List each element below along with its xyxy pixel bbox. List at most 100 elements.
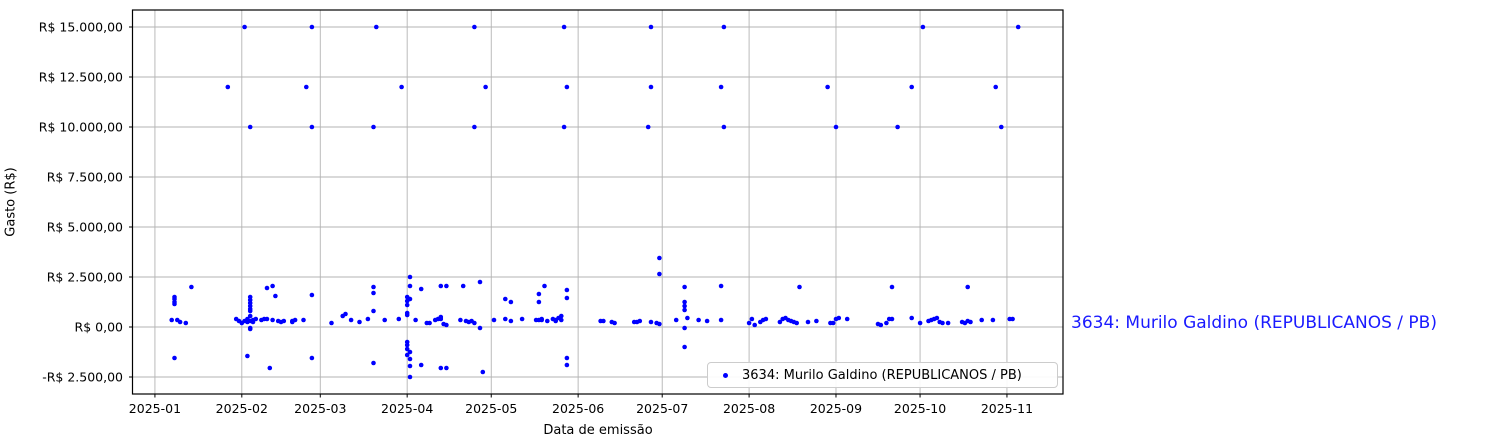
data-point	[270, 283, 275, 289]
x-tick-label: 2025-03	[294, 401, 347, 416]
data-point	[682, 284, 687, 290]
data-point	[539, 317, 544, 323]
data-point	[718, 317, 724, 323]
data-point	[797, 284, 802, 290]
data-point	[247, 313, 253, 319]
data-point	[242, 24, 247, 30]
data-point	[968, 319, 973, 325]
data-point	[601, 318, 606, 324]
y-tick-label: R$ 15.000,00	[38, 19, 123, 35]
y-tick-label: R$ 12.500,00	[38, 69, 123, 85]
data-point	[612, 320, 617, 326]
data-point	[657, 321, 662, 327]
data-point	[264, 285, 270, 291]
data-point	[444, 365, 449, 371]
data-point	[309, 292, 315, 298]
data-point	[564, 355, 570, 361]
data-point	[309, 124, 315, 130]
data-point	[763, 316, 769, 322]
x-tick-label: 2025-04	[381, 401, 434, 416]
data-point	[292, 317, 298, 323]
data-point	[472, 124, 477, 130]
x-tick-label: 2025-01	[128, 401, 182, 416]
data-point	[536, 299, 542, 305]
data-point	[909, 84, 914, 90]
data-point	[682, 303, 687, 309]
data-point	[250, 319, 256, 325]
data-point	[648, 24, 654, 30]
x-tick-label: 2025-08	[722, 401, 776, 416]
data-point	[777, 319, 783, 325]
data-point	[273, 293, 278, 299]
data-point	[247, 326, 253, 332]
data-point	[444, 322, 449, 328]
data-point	[673, 317, 679, 323]
data-point	[794, 320, 799, 326]
x-tick-label: 2025-05	[465, 401, 518, 416]
data-point	[752, 322, 757, 328]
data-point	[830, 320, 836, 326]
data-point	[1015, 24, 1021, 30]
data-point	[844, 316, 850, 322]
data-point	[836, 315, 842, 321]
data-point	[920, 24, 926, 30]
data-point	[934, 315, 940, 321]
data-point	[329, 320, 334, 326]
scatter-points	[169, 24, 1021, 380]
plot-border	[131, 9, 1064, 395]
data-point	[382, 317, 388, 323]
data-point	[343, 311, 348, 317]
data-point	[309, 355, 315, 361]
data-point	[371, 290, 376, 296]
data-point	[909, 315, 914, 321]
y-tick-label: R$ 0,00	[74, 319, 123, 335]
data-point	[682, 307, 687, 313]
data-point	[247, 308, 253, 314]
data-point	[993, 84, 998, 90]
data-point	[561, 124, 567, 130]
data-point	[281, 318, 287, 324]
data-point	[396, 316, 402, 322]
data-point	[682, 344, 687, 350]
x-tick-label: 2025-02	[215, 401, 268, 416]
data-point	[682, 299, 687, 305]
data-point	[645, 124, 651, 130]
data-point	[990, 317, 996, 323]
data-point	[749, 316, 755, 322]
data-point	[438, 365, 444, 371]
y-tick-label: -R$ 2.500,00	[42, 369, 123, 385]
data-point	[418, 286, 424, 292]
data-point	[427, 320, 432, 326]
y-tick-label: R$ 10.000,00	[38, 119, 123, 135]
data-point	[357, 319, 362, 325]
legend-marker-dot	[723, 372, 728, 378]
data-point	[407, 363, 413, 369]
x-tick-label: 2025-07	[636, 401, 689, 416]
y-tick-label: R$ 5.000,00	[46, 219, 123, 235]
data-point	[814, 318, 819, 324]
data-point	[183, 320, 189, 326]
data-point	[407, 356, 413, 362]
data-point	[189, 284, 194, 290]
x-axis-title: Data de emissão	[543, 423, 653, 438]
data-point	[718, 84, 724, 90]
data-point	[940, 320, 945, 326]
data-point	[657, 255, 662, 261]
data-point	[889, 284, 895, 290]
data-point	[404, 302, 410, 308]
data-point	[172, 301, 177, 307]
data-point	[438, 283, 444, 289]
data-point	[399, 84, 404, 90]
data-point	[444, 283, 449, 289]
data-point	[685, 315, 690, 321]
data-point	[404, 342, 410, 348]
tick-marks	[129, 26, 1008, 398]
data-point	[648, 84, 654, 90]
data-point	[407, 274, 413, 280]
data-point	[536, 291, 542, 297]
side-annotation: 3634: Murilo Galdino (REPUBLICANOS / PB)	[1071, 313, 1437, 333]
data-point	[564, 362, 570, 368]
data-point	[564, 287, 570, 293]
